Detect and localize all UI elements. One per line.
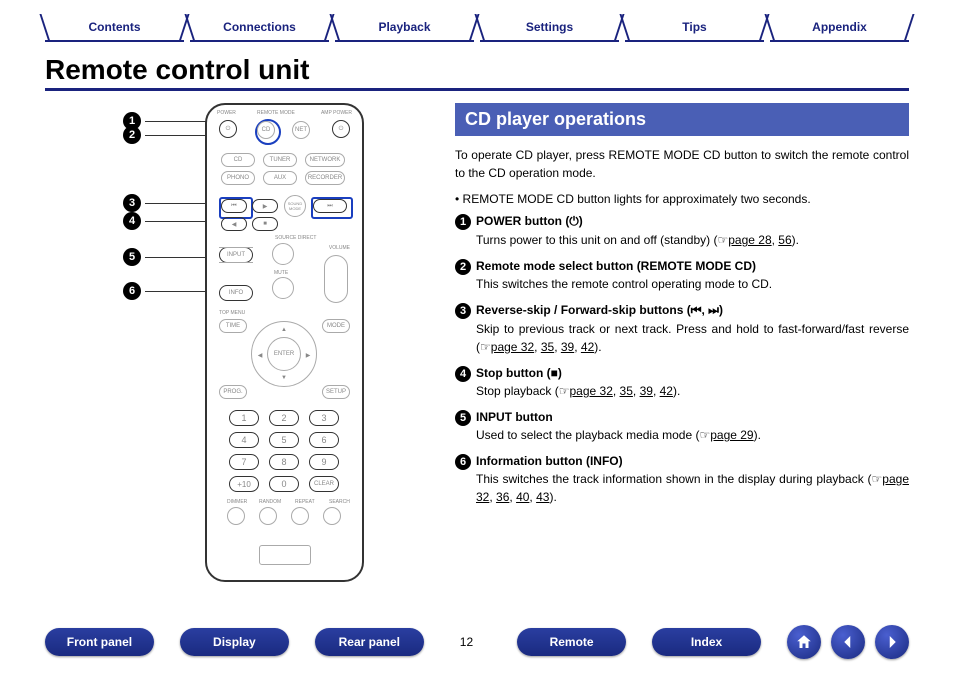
remote-outline: POWER REMOTE MODE AMP POWER ⏻ CD NET ⏻ C… xyxy=(205,103,364,582)
item-desc: Turns power to this unit on and off (sta… xyxy=(476,231,909,249)
page-title: Remote control unit xyxy=(45,54,909,91)
callout-3: 3 xyxy=(123,194,141,212)
item-number: 1 xyxy=(455,214,471,230)
page-link[interactable]: 35 xyxy=(620,384,633,398)
top-tabs: Contents Connections Playback Settings T… xyxy=(0,0,954,46)
callout-4: 4 xyxy=(123,212,141,230)
item-desc: Stop playback (☞page 32, 35, 39, 42). xyxy=(476,382,909,400)
item-6: 6 Information button (INFO) This switches … xyxy=(455,454,909,506)
item-desc: This switches the track information show… xyxy=(476,470,909,506)
nav-index[interactable]: Index xyxy=(652,628,761,656)
nav-display[interactable]: Display xyxy=(180,628,289,656)
item-number: 2 xyxy=(455,259,471,275)
tab-playback[interactable]: Playback xyxy=(335,14,474,42)
page-link[interactable]: 40 xyxy=(516,490,529,504)
item-2: 2 Remote mode select button (REMOTE MODE … xyxy=(455,259,909,293)
section-heading: CD player operations xyxy=(455,103,909,136)
callout-5: 5 xyxy=(123,248,141,266)
item-number: 4 xyxy=(455,366,471,382)
item-4: 4 Stop button (■) Stop playback (☞page 32,… xyxy=(455,366,909,400)
page-number: 12 xyxy=(460,635,473,649)
page-link[interactable]: page 32 xyxy=(569,384,612,398)
bullet-text: • REMOTE MODE CD button lights for appro… xyxy=(455,192,909,206)
item-title: POWER button (⏻) xyxy=(476,214,583,228)
item-title: INPUT button xyxy=(476,410,553,424)
callout-2: 2 xyxy=(123,126,141,144)
tab-settings[interactable]: Settings xyxy=(480,14,619,42)
item-5: 5 INPUT button Used to select the playback… xyxy=(455,410,909,444)
page-link[interactable]: page 32 xyxy=(491,340,534,354)
nav-front-panel[interactable]: Front panel xyxy=(45,628,154,656)
next-page-icon[interactable] xyxy=(875,625,909,659)
item-number: 3 xyxy=(455,303,471,319)
page-link[interactable]: page 28 xyxy=(728,233,771,247)
page-link[interactable]: 39 xyxy=(561,340,574,354)
page-link[interactable]: 35 xyxy=(541,340,554,354)
page-link[interactable]: 42 xyxy=(581,340,594,354)
description-column: CD player operations To operate CD playe… xyxy=(425,93,909,516)
item-1: 1 POWER button (⏻) Turns power to this uni… xyxy=(455,214,909,249)
item-title: Information button (INFO) xyxy=(476,454,623,468)
page-link[interactable]: 56 xyxy=(778,233,791,247)
tab-connections[interactable]: Connections xyxy=(190,14,329,42)
nav-rear-panel[interactable]: Rear panel xyxy=(315,628,424,656)
item-title: Stop button (■) xyxy=(476,366,562,380)
page-link[interactable]: 36 xyxy=(496,490,509,504)
home-icon[interactable] xyxy=(787,625,821,659)
tab-tips[interactable]: Tips xyxy=(625,14,764,42)
nav-remote[interactable]: Remote xyxy=(517,628,626,656)
tab-contents[interactable]: Contents xyxy=(45,14,184,42)
page-link[interactable]: 42 xyxy=(660,384,673,398)
callout-6: 6 xyxy=(123,282,141,300)
intro-text: To operate CD player, press REMOTE MODE … xyxy=(455,146,909,182)
page-link[interactable]: 43 xyxy=(536,490,549,504)
item-title: Remote mode select button (REMOTE MODE C… xyxy=(476,259,756,273)
remote-diagram: 1 2 3 4 5 6 POWER REMOTE MODE AMP POWER … xyxy=(45,93,425,516)
item-number: 5 xyxy=(455,410,471,426)
page-link[interactable]: page 29 xyxy=(710,428,753,442)
tab-appendix[interactable]: Appendix xyxy=(770,14,909,42)
bottom-nav: Front panel Display Rear panel 12 Remote… xyxy=(0,625,954,659)
item-desc: Used to select the playback media mode (… xyxy=(476,426,909,444)
item-3: 3 Reverse-skip / Forward-skip buttons (⏮,… xyxy=(455,303,909,356)
item-desc: Skip to previous track or next track. Pr… xyxy=(476,320,909,356)
prev-page-icon[interactable] xyxy=(831,625,865,659)
item-desc: This switches the remote control operati… xyxy=(476,275,909,293)
page-link[interactable]: 39 xyxy=(640,384,653,398)
item-number: 6 xyxy=(455,454,471,470)
item-title: Reverse-skip / Forward-skip buttons (⏮, … xyxy=(476,303,723,317)
